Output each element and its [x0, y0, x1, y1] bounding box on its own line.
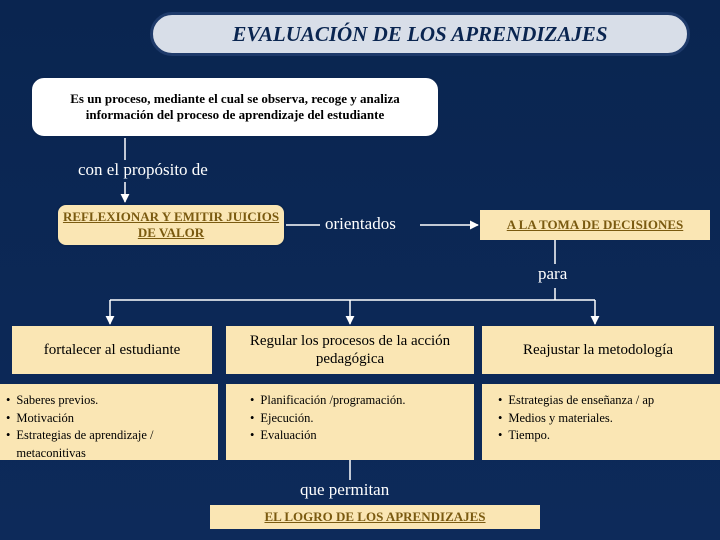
col1-body: •Saberes previos. •Motivación •Estrategi… [0, 384, 218, 460]
col3-body: •Estrategias de enseñanza / ap •Medios y… [482, 384, 720, 460]
col1-item: Saberes previos. [16, 392, 98, 410]
connector-para: para [538, 264, 567, 284]
col3-item: Medios y materiales. [508, 410, 613, 428]
decisiones-box: A LA TOMA DE DECISIONES [480, 210, 710, 240]
col2-header: Regular los procesos de la acción pedagó… [226, 326, 474, 374]
slide-title: EVALUACIÓN DE LOS APRENDIZAJES [150, 12, 690, 56]
col3-item: Estrategias de enseñanza / ap [508, 392, 654, 410]
col3-header: Reajustar la metodología [482, 326, 714, 374]
connector-orientados: orientados [325, 214, 396, 234]
col2-item: Evaluación [260, 427, 316, 445]
col3-item: Tiempo. [508, 427, 550, 445]
col1-header: fortalecer al estudiante [12, 326, 212, 374]
reflexionar-box: REFLEXIONAR Y EMITIR JUICIOS DE VALOR [56, 203, 286, 247]
col2-item: Planificación /programación. [260, 392, 405, 410]
col2-body: •Planificación /programación. •Ejecución… [226, 384, 474, 460]
connector-permitan: que permitan [300, 480, 389, 500]
connector-proposito: con el propósito de [78, 160, 208, 180]
col1-item: Motivación [16, 410, 74, 428]
col1-item: Estrategias de aprendizaje / metaconitiv… [16, 427, 212, 462]
final-goal-box: EL LOGRO DE LOS APRENDIZAJES [210, 505, 540, 529]
col2-item: Ejecución. [260, 410, 313, 428]
intro-definition-box: Es un proceso, mediante el cual se obser… [30, 76, 440, 138]
